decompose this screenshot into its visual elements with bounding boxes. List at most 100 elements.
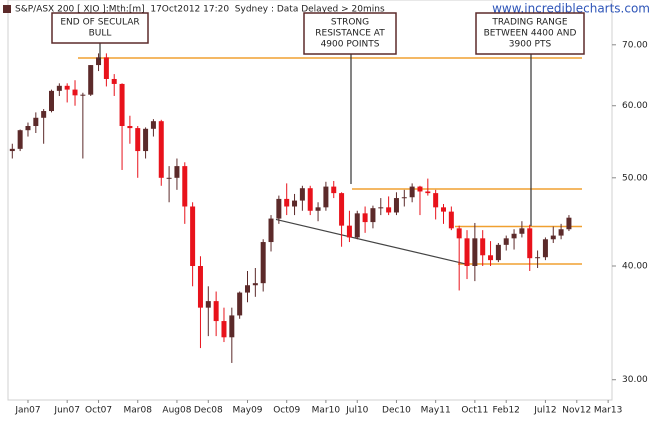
- candle-body: [511, 233, 517, 239]
- candle-body: [456, 228, 462, 239]
- candle-body: [276, 198, 282, 219]
- x-tick-label: Jul10: [345, 406, 369, 416]
- candle-body: [182, 166, 188, 207]
- plot-frame: [7, 0, 613, 401]
- candle-body: [433, 193, 439, 208]
- candle-body: [558, 229, 564, 236]
- y-tick-label: 30.00: [622, 375, 648, 385]
- annotation-text: STRONG: [331, 18, 369, 28]
- x-tick-label: Mar08: [124, 406, 153, 416]
- candle-body: [268, 218, 274, 243]
- candle-body: [441, 207, 446, 212]
- candle-body: [480, 238, 486, 256]
- y-tick-label: 40.00: [622, 262, 648, 272]
- annotation-text: 3900 PTS: [509, 40, 552, 50]
- candle-body: [88, 65, 94, 95]
- candle-body: [323, 186, 329, 208]
- x-tick-label: Oct07: [85, 406, 112, 416]
- candle-body: [331, 186, 337, 194]
- candle-body: [64, 85, 70, 90]
- title-icon: [3, 5, 11, 13]
- x-tick-label: May11: [421, 406, 451, 416]
- annotation-text: TRADING RANGE: [491, 18, 567, 28]
- candle-body: [127, 126, 133, 129]
- candle-body: [143, 128, 149, 152]
- x-tick-label: Oct11: [461, 406, 488, 416]
- candle-body: [495, 244, 501, 261]
- candle-body: [119, 83, 125, 127]
- candle-body: [307, 188, 313, 211]
- candle-body: [49, 90, 54, 112]
- x-tick-label: Mar13: [594, 406, 622, 416]
- x-tick-label: Jun07: [53, 406, 80, 416]
- watermark: www.incrediblecharts.com: [492, 2, 650, 16]
- candle-body: [542, 239, 548, 258]
- candle-body: [527, 228, 533, 259]
- trendline: [275, 218, 467, 265]
- candle-body: [417, 186, 423, 192]
- annotation-text: RESISTANCE AT: [315, 29, 385, 39]
- annotation-box: [303, 12, 397, 55]
- candle-body: [174, 166, 180, 178]
- x-tick-label: Jan07: [14, 406, 40, 416]
- candle-body: [221, 321, 227, 338]
- candle-body: [346, 225, 352, 238]
- candle-body: [197, 266, 203, 308]
- candle-body: [150, 121, 156, 129]
- candle-body: [111, 78, 117, 84]
- candle-body: [72, 89, 78, 96]
- candle-body: [80, 94, 86, 96]
- annotation-text: 4900 POINTS: [321, 40, 380, 50]
- candle-body: [339, 193, 345, 226]
- x-tick-label: Mar10: [312, 406, 341, 416]
- x-tick-label: Oct09: [273, 406, 300, 416]
- candle-body: [409, 186, 415, 198]
- candle-body: [550, 235, 556, 240]
- y-tick-label: 50.00: [622, 173, 648, 183]
- annotation-text: BULL: [89, 29, 112, 39]
- candle-body: [213, 301, 219, 322]
- candle-body: [17, 130, 23, 149]
- candle-body: [566, 217, 572, 230]
- candle-body: [401, 197, 407, 199]
- x-tick-label: Aug08: [162, 406, 191, 416]
- candle-body: [158, 121, 164, 178]
- candle-body: [190, 206, 196, 267]
- candle-body: [9, 148, 15, 152]
- candle-body: [370, 208, 376, 223]
- candle-body: [354, 213, 360, 238]
- x-tick-label: Nov12: [562, 406, 591, 416]
- y-tick-label: 60.00: [622, 101, 648, 111]
- annotation-box: [51, 12, 149, 44]
- annotation-box: [475, 12, 585, 55]
- annotation-text: END OF SECULAR: [60, 18, 139, 28]
- candle-body: [393, 198, 399, 213]
- candle-body: [386, 207, 392, 213]
- candle-body: [315, 207, 321, 211]
- candle-body: [488, 255, 494, 261]
- candle-body: [25, 126, 31, 131]
- candle-body: [229, 315, 235, 338]
- candle-body: [96, 57, 102, 66]
- candle-body: [299, 188, 305, 201]
- candle-body: [535, 257, 541, 259]
- candle-body: [448, 211, 454, 229]
- candle-body: [425, 191, 431, 194]
- candle-body: [33, 117, 39, 127]
- candle-body: [103, 57, 109, 79]
- annotation-text: BETWEEN 4400 AND: [484, 29, 577, 39]
- y-tick-label: 70.00: [622, 40, 648, 50]
- candle-body: [503, 238, 509, 245]
- candle-body: [472, 238, 478, 267]
- candle-body: [237, 292, 243, 316]
- x-tick-label: Jul12: [533, 406, 556, 416]
- candle-body: [260, 242, 266, 284]
- candle-body: [135, 128, 141, 152]
- candle-body: [245, 285, 250, 293]
- chart-title: S&P/ASX 200 [ XJO ]:Mth:[m] 17Oct2012 17…: [15, 5, 385, 15]
- x-tick-label: Feb12: [493, 406, 520, 416]
- x-tick-label: Dec10: [382, 406, 411, 416]
